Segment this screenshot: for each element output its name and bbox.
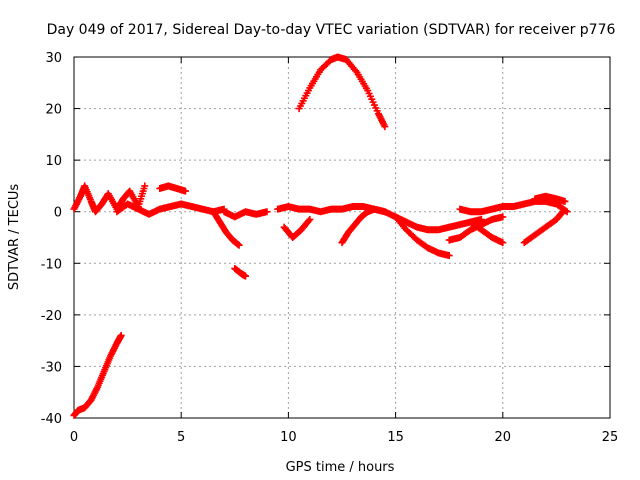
data-point <box>117 331 125 339</box>
x-tick-label: 20 <box>495 430 512 445</box>
y-tick-label: -10 <box>41 257 62 272</box>
data-point <box>181 187 189 195</box>
y-axis-label: SDTVAR / TECUs <box>7 184 22 291</box>
y-tick-label: 30 <box>45 51 62 66</box>
x-tick-label: 5 <box>177 430 185 445</box>
series-band-4-5h-up <box>156 182 189 195</box>
series-band-7-8h-flat <box>220 208 271 221</box>
series-band-0-2h <box>70 182 149 216</box>
series-band-19-23h <box>456 197 571 216</box>
data-point <box>445 252 453 260</box>
data-point <box>235 241 243 249</box>
y-tick-label: 10 <box>45 154 62 169</box>
chart-title: Day 049 of 2017, Sidereal Day-to-day VTE… <box>47 22 616 38</box>
series-band-18-20h-down <box>467 218 507 247</box>
y-ticks: -40 -30 -20 -10 0 10 20 30 <box>41 51 610 427</box>
y-tick-label: 0 <box>54 206 62 221</box>
data-point <box>499 213 507 221</box>
x-ticks: 0 5 10 15 20 25 <box>70 57 618 445</box>
data-point <box>141 182 149 190</box>
series-arc-low-8h <box>231 264 250 280</box>
data-point <box>305 217 313 225</box>
y-tick-label: -30 <box>41 360 62 375</box>
x-axis-label: GPS time / hours <box>286 460 395 475</box>
data-points <box>70 53 571 419</box>
x-tick-label: 25 <box>602 430 619 445</box>
data-point <box>559 208 567 216</box>
x-tick-label: 10 <box>280 430 297 445</box>
series-band-21-23h-up <box>520 208 567 247</box>
y-tick-label: 20 <box>45 103 62 118</box>
series-band-2-7h <box>113 200 228 218</box>
data-point <box>499 239 507 247</box>
data-point <box>263 208 271 216</box>
data-point <box>242 272 250 280</box>
gridlines <box>74 57 610 418</box>
data-point <box>381 123 389 131</box>
x-tick-label: 15 <box>387 430 404 445</box>
data-point <box>558 209 566 217</box>
y-tick-label: -20 <box>41 309 62 324</box>
data-point <box>561 197 569 205</box>
series-band-6-8h-down <box>209 208 243 249</box>
series-arc-rise-early <box>70 331 125 419</box>
y-tick-label: -40 <box>41 412 62 427</box>
series-band-10-11h-down <box>280 215 314 241</box>
series-arc-peak <box>295 53 389 131</box>
series-band-15-17h-down <box>392 213 453 260</box>
data-point <box>306 215 314 223</box>
series-band-12-14h-down <box>338 205 378 247</box>
series-band-22-23h-top <box>531 192 569 205</box>
x-tick-label: 0 <box>70 430 78 445</box>
